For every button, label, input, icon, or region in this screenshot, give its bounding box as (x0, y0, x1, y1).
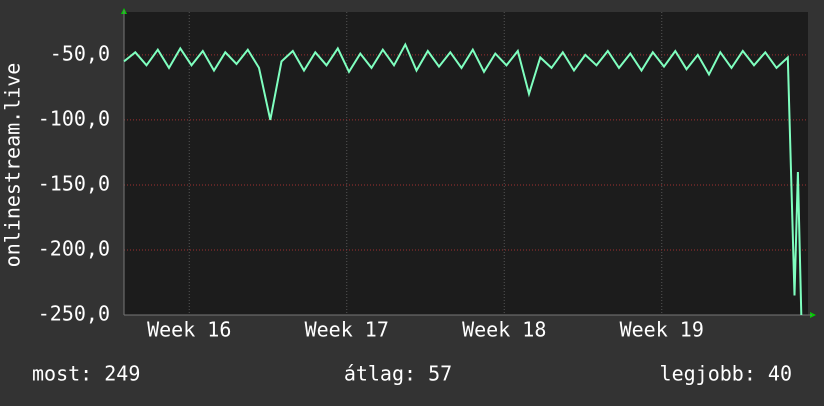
summary-best: legjobb: 40 (660, 362, 792, 386)
x-tick-label: Week 16 (147, 318, 231, 342)
y-axis-label: onlinestream.live (1, 63, 25, 268)
x-tick-label: Week 18 (462, 318, 546, 342)
y-tick-label: -200,0 (38, 236, 110, 260)
data-line (123, 42, 803, 316)
y-tick-label: -250,0 (38, 302, 110, 326)
x-tick-label: Week 19 (620, 318, 704, 342)
y-tick-label: -150,0 (38, 171, 110, 195)
y-tick-label: -50,0 (50, 41, 110, 65)
y-tick-label: -100,0 (38, 106, 110, 130)
x-tick-label: Week 17 (305, 318, 389, 342)
summary-current: most: 249 (32, 362, 140, 386)
axis-arrow (810, 312, 816, 318)
summary-average: átlag: 57 (344, 362, 452, 386)
plot-area (124, 12, 808, 315)
